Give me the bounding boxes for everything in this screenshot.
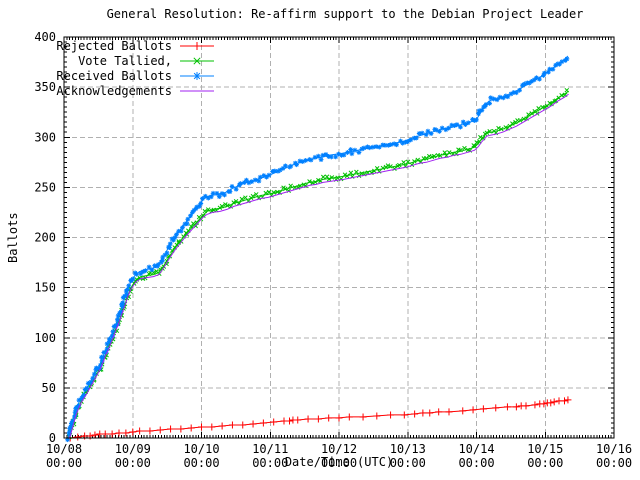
series-markers — [65, 56, 570, 443]
y-tick-label: 350 — [34, 80, 56, 94]
x-tick-label: 10/13 — [390, 442, 426, 456]
legend-label: Rejected Ballots — [56, 39, 172, 53]
chart-title: General Resolution: Re-affirm support to… — [106, 7, 584, 21]
x-tick-label: 10/12 — [321, 442, 357, 456]
x-axis-label: Date/Time (UTC) — [284, 455, 394, 469]
series-line — [67, 55, 569, 439]
grid — [64, 37, 614, 438]
y-tick-label: 100 — [34, 331, 56, 345]
x-tick-sublabel: 00:00 — [115, 456, 151, 470]
x-tick-sublabel: 00:00 — [458, 456, 494, 470]
y-tick-label: 50 — [42, 381, 56, 395]
x-tick-sublabel: 00:00 — [183, 456, 219, 470]
x-tick-label: 10/15 — [527, 442, 563, 456]
series-vote-tallied — [67, 87, 570, 440]
x-tick-sublabel: 00:00 — [321, 456, 357, 470]
x-tick-sublabel: 00:00 — [527, 456, 563, 470]
x-tick-label: 10/08 — [46, 442, 82, 456]
series-markers — [67, 87, 570, 440]
x-tick-label: 10/10 — [183, 442, 219, 456]
series-acknowledgements — [68, 93, 569, 439]
x-tick-sublabel: 00:00 — [390, 456, 426, 470]
y-tick-label: 150 — [34, 281, 56, 295]
x-tick-label: 10/09 — [115, 442, 151, 456]
tick-labels: 10/0800:0010/0900:0010/1000:0010/1100:00… — [34, 30, 632, 470]
x-tick-sublabel: 00:00 — [46, 456, 82, 470]
series-rejected-ballots — [66, 396, 572, 442]
y-tick-label: 200 — [34, 231, 56, 245]
series-received-ballots — [65, 55, 570, 443]
legend-marker-sample — [193, 57, 201, 65]
x-tick-sublabel: 00:00 — [252, 456, 288, 470]
legend-marker-sample — [193, 72, 201, 80]
x-tick-label: 10/11 — [252, 442, 288, 456]
plot-border — [63, 36, 615, 439]
legend-label: Acknowledgements — [56, 84, 172, 98]
y-tick-label: 300 — [34, 130, 56, 144]
series-line — [68, 90, 569, 439]
x-tick-label: 10/14 — [458, 442, 494, 456]
x-tick-sublabel: 00:00 — [596, 456, 632, 470]
series-markers — [66, 396, 572, 442]
legend-label: Received Ballots — [56, 69, 172, 83]
y-tick-label: 0 — [49, 431, 56, 445]
legend-marker-sample — [193, 42, 201, 50]
y-tick-label: 250 — [34, 180, 56, 194]
x-tick-label: 10/16 — [596, 442, 632, 456]
series-line — [68, 93, 569, 439]
legend-label: Vote Tallied, — [78, 54, 172, 68]
y-tick-label: 400 — [34, 30, 56, 44]
y-axis-label: Ballots — [6, 212, 20, 263]
